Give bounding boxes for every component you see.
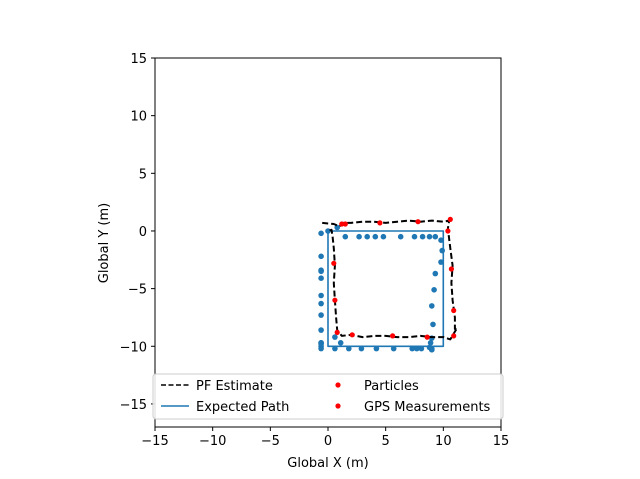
x-axis-label: Global X (m)	[287, 456, 368, 471]
particles-point	[318, 292, 324, 299]
gps-measurements-point	[377, 220, 383, 226]
particles-point	[409, 345, 416, 352]
x-tick-label: 0	[324, 434, 332, 449]
y-axis-label: Global Y (m)	[97, 203, 112, 283]
legend-handle-gps-measurements	[335, 403, 341, 409]
particles-point	[318, 341, 324, 347]
pf-estimate-line	[322, 219, 459, 341]
gps-measurements-point	[415, 219, 421, 225]
particles-point	[358, 345, 365, 352]
particles-point	[438, 259, 444, 265]
x-tick-label: 10	[435, 434, 452, 449]
y-tick-label: 0	[139, 225, 147, 240]
y-tick-label: 15	[130, 52, 147, 67]
particles-point	[414, 345, 420, 352]
gps-measurements-point	[448, 266, 454, 272]
y-tick-label: 5	[139, 167, 147, 182]
legend-box	[152, 373, 504, 420]
x-tick-label: −15	[141, 434, 168, 449]
particles-point	[426, 233, 433, 240]
particles-point	[318, 253, 324, 260]
particles-point	[318, 275, 324, 282]
particles-point	[419, 233, 426, 240]
gps-measurements-point	[334, 329, 340, 335]
y-tick-label: −5	[128, 283, 147, 298]
particles-point	[318, 345, 324, 352]
gps-measurements-point	[332, 297, 338, 303]
gps-measurements-point	[445, 228, 451, 234]
gps-measurements-point	[390, 333, 396, 339]
particles-point	[364, 233, 371, 240]
particles-point	[397, 233, 404, 240]
particles-point	[438, 237, 444, 243]
gps-measurements-point	[349, 332, 355, 338]
gps-measurements-point	[451, 307, 457, 314]
x-tick-label: 15	[493, 434, 510, 449]
particles-point	[418, 345, 425, 352]
expected-path-line	[327, 230, 445, 348]
particles-point	[430, 321, 436, 328]
legend-label-pf-estimate: PF Estimate	[196, 379, 273, 394]
x-tick-label: 5	[382, 434, 390, 449]
particles-point	[342, 233, 349, 240]
particles-point	[318, 312, 324, 318]
y-tick-label: 10	[130, 110, 147, 125]
particles-point	[332, 345, 338, 352]
particles-point	[431, 287, 437, 293]
particles-point	[318, 327, 324, 333]
axis-ticks: −15 −10 −5 0 5 10 15 −15 −10 −5 0 5 10 15	[120, 52, 510, 449]
legend-handle-particles	[335, 382, 341, 388]
particles-point	[411, 233, 418, 240]
particles-point	[356, 233, 362, 240]
particles-point	[332, 334, 338, 340]
particles-point	[337, 340, 344, 346]
particles-point	[372, 233, 379, 240]
particles-point	[390, 345, 397, 352]
x-tick-label: −10	[199, 434, 226, 449]
x-tick-label: −5	[261, 434, 280, 449]
particles-point	[432, 270, 439, 277]
particles-point	[427, 340, 434, 346]
particles-point	[426, 344, 433, 351]
legend-label-expected-path: Expected Path	[196, 400, 289, 415]
legend-label-particles: Particles	[364, 379, 419, 394]
particles-point	[318, 268, 324, 275]
y-tick-label: −15	[120, 398, 147, 413]
gps-measurements-point	[424, 334, 430, 340]
particles-point	[373, 345, 380, 352]
gps-measurements-point	[342, 221, 348, 227]
particles-point	[318, 230, 324, 237]
series-layer	[318, 216, 459, 353]
gps-measurements-point	[451, 333, 457, 339]
particles-point	[380, 233, 387, 240]
particles-point	[432, 233, 439, 240]
particles-point	[439, 247, 446, 254]
gps-measurements-point	[331, 260, 337, 266]
particles-point	[346, 345, 352, 352]
particles-point	[318, 300, 324, 307]
particles-point	[334, 224, 341, 231]
gps-measurements-point	[447, 216, 453, 222]
legend-label-gps-measurements: GPS Measurements	[364, 400, 491, 415]
legend: PF Estimate Expected Path Particles GPS …	[152, 373, 504, 420]
y-tick-label: −10	[120, 340, 147, 355]
particles-point	[429, 303, 435, 309]
